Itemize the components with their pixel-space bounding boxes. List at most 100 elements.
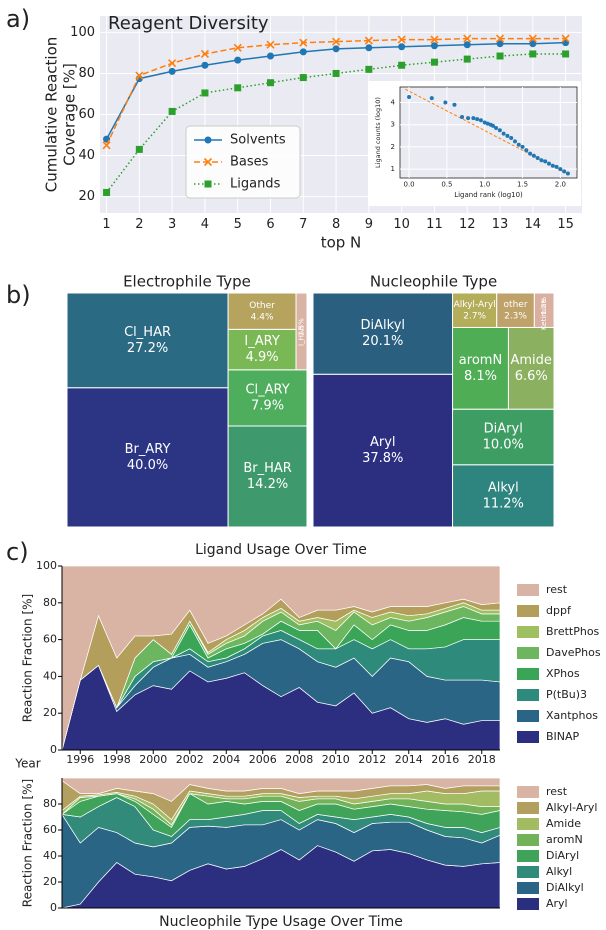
legend-label: rest xyxy=(546,785,568,798)
cell-label: Br_HAR xyxy=(243,461,291,476)
data-point xyxy=(430,35,439,44)
data-point xyxy=(529,40,537,48)
data-point xyxy=(332,37,341,46)
legend-marker xyxy=(204,136,212,144)
marker-stroke xyxy=(397,35,406,44)
marker-stroke xyxy=(266,40,275,49)
data-point xyxy=(497,128,502,133)
data-point xyxy=(299,48,307,56)
chart-title: Electrophile Type xyxy=(123,273,251,291)
data-point xyxy=(299,74,307,82)
y-tick-label: 4 xyxy=(391,99,396,107)
data-point xyxy=(102,141,111,150)
legend-label: DiAryl xyxy=(546,849,579,862)
data-point xyxy=(103,188,111,196)
legend-label: Xantphos xyxy=(546,709,598,722)
cell-value: 8.1% xyxy=(464,369,497,384)
data-point xyxy=(463,55,471,63)
marker-stroke xyxy=(495,34,505,43)
x-axis-label: top N xyxy=(321,234,362,252)
data-point xyxy=(168,67,176,75)
y-tick-label: 1 xyxy=(391,165,395,173)
x-tick-label: 2018 xyxy=(468,753,496,766)
legend-label: DiAlkyl xyxy=(546,881,584,894)
y-tick-label: 60 xyxy=(78,107,95,122)
data-point xyxy=(267,79,275,87)
data-point xyxy=(135,145,143,153)
legend-label: BrettPhos xyxy=(546,625,600,638)
treemap-cell xyxy=(227,328,297,371)
y-tick-label: 60 xyxy=(43,823,57,836)
cell-value: 6.6% xyxy=(515,369,548,384)
treemap-cell xyxy=(452,292,498,328)
data-point xyxy=(550,163,555,168)
x-tick-label: 1 xyxy=(102,217,110,232)
cell-value: 10.0% xyxy=(483,438,524,453)
cell-value: 4.4% xyxy=(251,312,274,322)
data-point xyxy=(501,131,506,136)
y-axis-label: Cumulative Reaction xyxy=(43,37,61,193)
cell-label: DiAlkyl xyxy=(361,318,406,333)
cell-label: Br_ARY xyxy=(125,442,171,457)
cell-value: 27.2% xyxy=(127,341,168,356)
x-tick-label: 0.5 xyxy=(441,180,452,188)
data-point xyxy=(466,116,471,121)
data-point xyxy=(365,44,373,52)
x-tick-label: 7 xyxy=(299,217,307,232)
cell-value: 4.9% xyxy=(246,350,279,365)
x-tick-label: 10 xyxy=(393,217,410,232)
data-point xyxy=(562,50,570,58)
cell-label: Cl_ARY xyxy=(245,382,289,397)
legend-label: Alkyl-Aryl xyxy=(546,801,597,814)
x-tick-label: 1996 xyxy=(66,753,94,766)
y-tick-label: 2 xyxy=(391,143,395,151)
data-point xyxy=(463,41,471,49)
cell-label: I_ARY xyxy=(244,334,279,349)
data-point xyxy=(554,164,559,169)
data-point xyxy=(397,35,406,44)
legend-swatch xyxy=(517,584,539,596)
legend-label: Ligands xyxy=(230,177,281,192)
data-point xyxy=(491,123,496,128)
data-point xyxy=(398,43,406,51)
data-point xyxy=(430,42,438,50)
x-tick-label: 12 xyxy=(459,217,476,232)
cell-value: 20.1% xyxy=(362,334,403,349)
data-point xyxy=(365,65,373,73)
cell-value: 1.2% xyxy=(540,297,548,315)
cell-value: 2.7% xyxy=(463,311,486,321)
legend-swatch xyxy=(517,898,539,910)
y-tick-label: 0 xyxy=(50,743,57,756)
legend-swatch xyxy=(517,689,539,701)
treemap-cell xyxy=(533,292,555,328)
data-point xyxy=(266,40,275,49)
treemap-cell xyxy=(227,425,308,528)
x-tick-label: 9 xyxy=(365,217,373,232)
data-point xyxy=(234,84,242,92)
x-tick-label: 1998 xyxy=(103,753,131,766)
cell-value: 14.2% xyxy=(247,477,288,492)
x-tick-label: 0.0 xyxy=(404,180,415,188)
y-axis-label: Reaction Fraction [%] xyxy=(21,594,35,722)
marker-stroke xyxy=(200,49,209,59)
data-point xyxy=(135,71,144,80)
y-tick-label: 20 xyxy=(43,875,57,888)
data-point xyxy=(233,43,242,52)
data-point xyxy=(561,34,570,43)
data-point xyxy=(332,45,340,53)
legend-label: Alkyl xyxy=(546,865,572,878)
treemap-cell xyxy=(452,464,555,528)
data-point xyxy=(201,61,209,69)
data-point xyxy=(485,121,490,126)
data-point xyxy=(528,34,537,43)
data-point xyxy=(531,153,536,158)
x-tick-label: 8 xyxy=(332,217,340,232)
chart-title: Ligand Usage Over Time xyxy=(195,542,367,558)
legend-label: Aryl xyxy=(546,897,568,910)
legend-swatch xyxy=(517,818,539,830)
data-point xyxy=(200,49,209,59)
chart-title: Nucleophile Type xyxy=(370,273,497,291)
data-point xyxy=(495,34,505,43)
y-tick-label: 40 xyxy=(43,669,57,682)
legend-label: DavePhos xyxy=(546,646,601,659)
